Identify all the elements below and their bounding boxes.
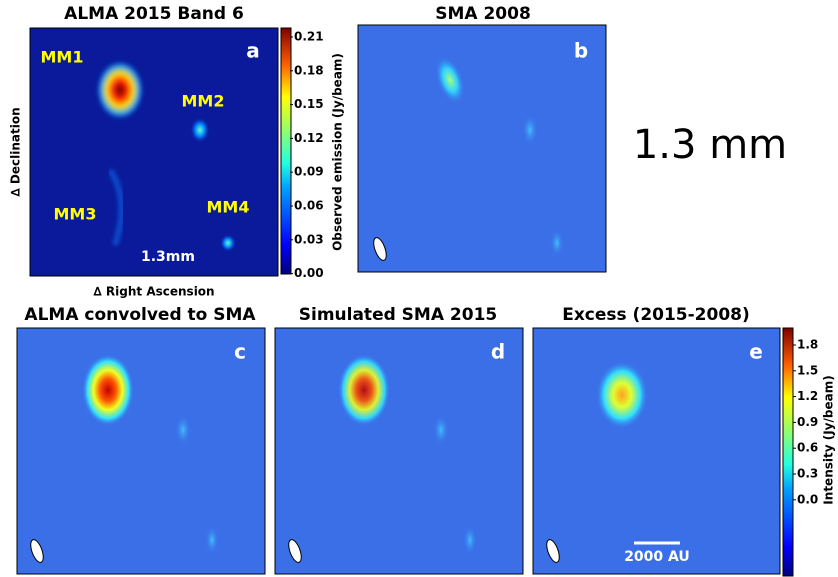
colorbar-tick-label: 0.9 bbox=[797, 415, 818, 429]
colorbar-tick-label: 0.00 bbox=[294, 266, 324, 280]
source-blob bbox=[96, 60, 144, 120]
x-axis-label: ∆ Right Ascension bbox=[93, 285, 214, 299]
panel-title: SMA 2008 bbox=[435, 4, 531, 24]
map-a bbox=[29, 27, 279, 277]
colorbar-tick-label: 0.6 bbox=[797, 441, 818, 455]
source-blob bbox=[522, 114, 538, 146]
panel-letter: a bbox=[246, 39, 260, 63]
filament bbox=[107, 168, 125, 246]
source-blob bbox=[550, 229, 564, 257]
wavelength-label: 1.3mm bbox=[141, 249, 195, 265]
source-label: MM1 bbox=[41, 48, 84, 67]
colorbar-tick-label: 1.2 bbox=[797, 389, 818, 403]
colorbar-label: Intensity (Jy/beam) bbox=[822, 375, 836, 504]
panel-title: ALMA 2015 Band 6 bbox=[64, 4, 244, 24]
panel-letter: c bbox=[234, 340, 246, 364]
colorbar-tick-label: 0.06 bbox=[294, 199, 324, 213]
map-b bbox=[357, 24, 607, 273]
colorbar bbox=[280, 27, 292, 275]
colorbar-label: Observed emission (Jy/beam) bbox=[331, 53, 345, 251]
source-blob bbox=[435, 56, 465, 104]
colorbar-tick-label: 0.0 bbox=[797, 492, 818, 506]
colorbar-tick-label: 0.21 bbox=[294, 30, 324, 44]
colorbar-tick-label: 0.03 bbox=[294, 232, 324, 246]
source-blob bbox=[220, 234, 236, 252]
colorbar-tick-label: 0.09 bbox=[294, 165, 324, 179]
source-label: MM2 bbox=[182, 92, 225, 111]
colorbar-tick-label: 0.12 bbox=[294, 131, 324, 145]
colorbar-tick-label: 0.15 bbox=[294, 97, 324, 111]
panel-letter: d bbox=[491, 340, 505, 364]
colorbar-tick-label: 1.8 bbox=[797, 338, 818, 352]
panel-title: Simulated SMA 2015 bbox=[299, 305, 497, 325]
scale-bar-label: 2000 AU bbox=[624, 549, 690, 565]
colorbar bbox=[782, 327, 794, 577]
panel-title: Excess (2015-2008) bbox=[562, 305, 750, 325]
y-axis-label: ∆ Declination bbox=[9, 107, 23, 196]
source-label: MM3 bbox=[54, 205, 97, 224]
panel-letter: e bbox=[749, 340, 763, 364]
map-c bbox=[16, 327, 266, 575]
colorbar-tick-label: 1.5 bbox=[797, 363, 818, 377]
beam bbox=[373, 237, 387, 261]
source-blob bbox=[190, 117, 210, 143]
band-label: 1.3 mm bbox=[633, 122, 787, 168]
panel-letter: b bbox=[574, 39, 588, 63]
source-label: MM4 bbox=[207, 198, 250, 217]
panel-title: ALMA convolved to SMA bbox=[24, 305, 256, 325]
colorbar-tick-label: 0.18 bbox=[294, 63, 324, 77]
map-e bbox=[532, 327, 781, 575]
map-d bbox=[274, 327, 524, 575]
colorbar-tick-label: 0.3 bbox=[797, 467, 818, 481]
